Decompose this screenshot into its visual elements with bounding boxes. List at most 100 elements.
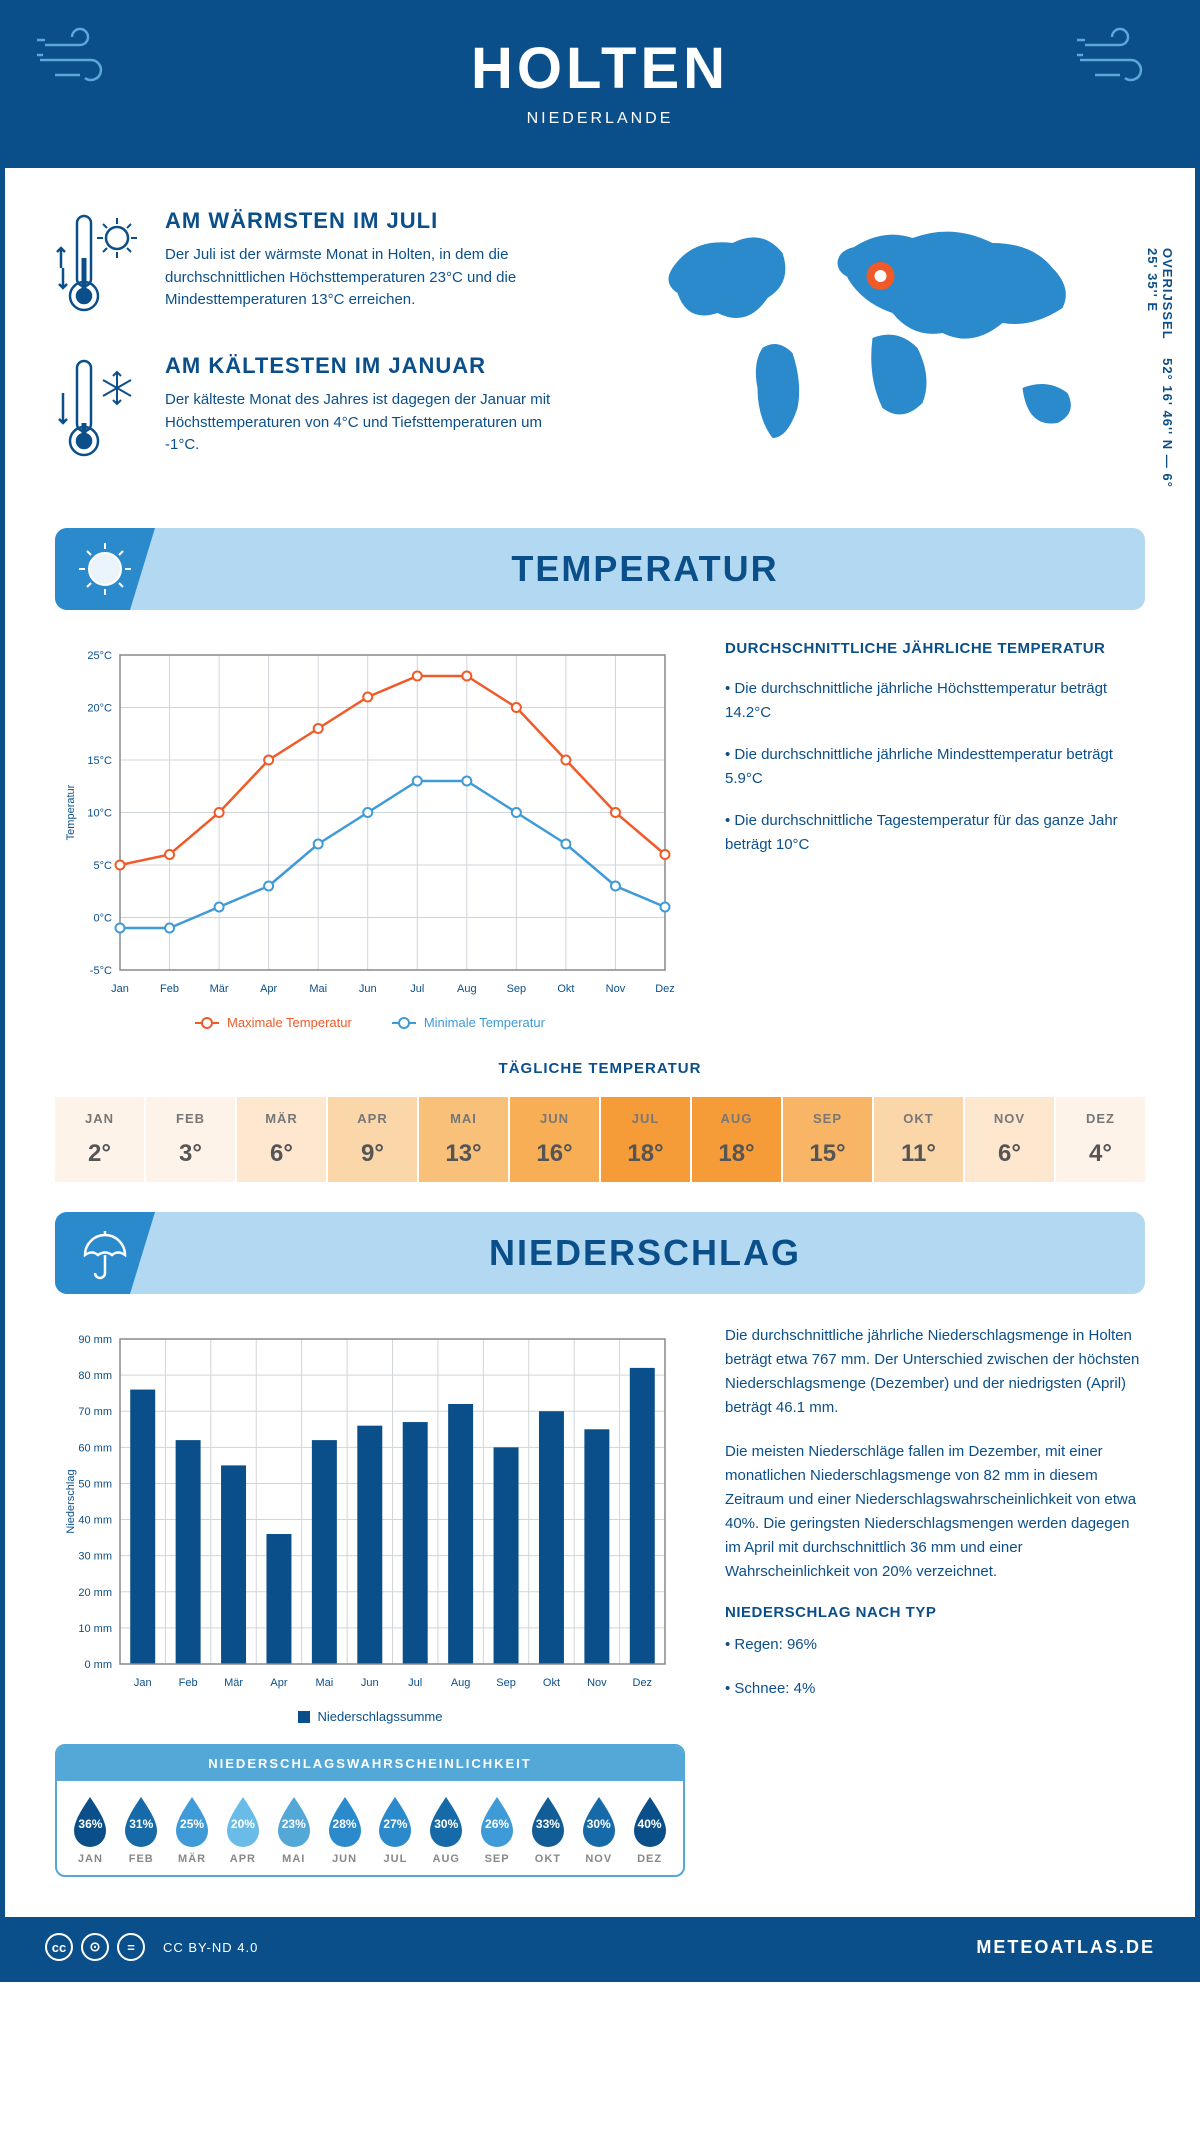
svg-text:Temperatur: Temperatur	[65, 784, 77, 840]
probability-drop: 27%JUL	[370, 1795, 421, 1865]
thermometer-snow-icon	[55, 353, 145, 468]
svg-text:0 mm: 0 mm	[85, 1659, 113, 1671]
precipitation-sidebar: Die durchschnittliche jährliche Niedersc…	[725, 1324, 1145, 1877]
daily-temp-cell: DEZ4°	[1056, 1097, 1145, 1182]
probability-drop: 28%JUN	[319, 1795, 370, 1865]
svg-text:Okt: Okt	[543, 1677, 560, 1689]
warmest-title: AM WÄRMSTEN IM JULI	[165, 208, 580, 234]
probability-drop: 33%OKT	[522, 1795, 573, 1865]
temperature-sidebar: DURCHSCHNITTLICHE JÄHRLICHE TEMPERATUR •…	[725, 640, 1145, 1030]
warmest-text: Der Juli ist der wärmste Monat in Holten…	[165, 244, 580, 312]
daily-temp-cell: NOV6°	[965, 1097, 1054, 1182]
svg-text:Jan: Jan	[111, 983, 129, 995]
svg-text:Nov: Nov	[606, 983, 626, 995]
chart-legend: Maximale Temperatur Minimale Temperatur	[55, 1015, 685, 1030]
daily-temp-grid: JAN2°FEB3°MÄR6°APR9°MAI13°JUN16°JUL18°AU…	[55, 1097, 1145, 1182]
svg-text:Nov: Nov	[587, 1677, 607, 1689]
svg-text:Mai: Mai	[316, 1677, 334, 1689]
umbrella-icon	[55, 1212, 155, 1294]
probability-drop: 30%AUG	[421, 1795, 472, 1865]
probability-drop: 23%MAI	[268, 1795, 319, 1865]
svg-text:Aug: Aug	[451, 1677, 471, 1689]
daily-temp-cell: AUG18°	[692, 1097, 781, 1182]
probability-drop: 30%NOV	[573, 1795, 624, 1865]
svg-text:Feb: Feb	[179, 1677, 198, 1689]
svg-text:50 mm: 50 mm	[78, 1478, 112, 1490]
svg-text:Mär: Mär	[210, 983, 229, 995]
svg-text:0°C: 0°C	[94, 913, 113, 925]
daily-temp-title: TÄGLICHE TEMPERATUR	[55, 1060, 1145, 1077]
warmest-block: AM WÄRMSTEN IM JULI Der Juli ist der wär…	[55, 208, 580, 323]
svg-text:Okt: Okt	[557, 983, 574, 995]
svg-text:Sep: Sep	[507, 983, 527, 995]
country-subtitle: NIEDERLANDE	[25, 110, 1175, 128]
probability-drop: 20%APR	[217, 1795, 268, 1865]
thermometer-sun-icon	[55, 208, 145, 323]
content: AM WÄRMSTEN IM JULI Der Juli ist der wär…	[5, 168, 1195, 1917]
svg-text:Jul: Jul	[408, 1677, 422, 1689]
coldest-block: AM KÄLTESTEN IM JANUAR Der kälteste Mona…	[55, 353, 580, 468]
svg-text:90 mm: 90 mm	[78, 1334, 112, 1346]
svg-text:80 mm: 80 mm	[78, 1370, 112, 1382]
svg-text:25°C: 25°C	[87, 650, 112, 662]
intro-row: AM WÄRMSTEN IM JULI Der Juli ist der wär…	[55, 208, 1145, 498]
svg-text:Feb: Feb	[160, 983, 179, 995]
svg-text:Jan: Jan	[134, 1677, 152, 1689]
svg-text:Jul: Jul	[410, 983, 424, 995]
svg-text:20°C: 20°C	[87, 703, 112, 715]
bar-legend: Niederschlagssumme	[55, 1709, 685, 1724]
daily-temp-cell: SEP15°	[783, 1097, 872, 1182]
coldest-title: AM KÄLTESTEN IM JANUAR	[165, 353, 580, 379]
precipitation-banner: NIEDERSCHLAG	[55, 1212, 1145, 1294]
svg-text:Aug: Aug	[457, 983, 477, 995]
temperature-banner: TEMPERATUR	[55, 528, 1145, 610]
svg-text:Mai: Mai	[309, 983, 327, 995]
probability-drop: 31%FEB	[116, 1795, 167, 1865]
probability-box: NIEDERSCHLAGSWAHRSCHEINLICHKEIT 36%JAN31…	[55, 1744, 685, 1877]
section-title: TEMPERATUR	[175, 548, 1115, 590]
daily-temp-cell: MAI13°	[419, 1097, 508, 1182]
world-map	[620, 208, 1145, 468]
probability-drop: 25%MÄR	[167, 1795, 218, 1865]
svg-text:-5°C: -5°C	[90, 965, 112, 977]
svg-text:10 mm: 10 mm	[78, 1623, 112, 1635]
section-title: NIEDERSCHLAG	[175, 1232, 1115, 1274]
wind-icon	[1075, 25, 1165, 100]
city-title: HOLTEN	[25, 35, 1175, 102]
daily-temp-cell: JAN2°	[55, 1097, 144, 1182]
svg-text:Sep: Sep	[496, 1677, 516, 1689]
svg-text:70 mm: 70 mm	[78, 1406, 112, 1418]
coordinates: OVERIJSSEL 52° 16' 46'' N — 6° 25' 35'' …	[1145, 248, 1175, 498]
daily-temp-cell: JUN16°	[510, 1097, 599, 1182]
daily-temp-cell: JUL18°	[601, 1097, 690, 1182]
svg-text:30 mm: 30 mm	[78, 1551, 112, 1563]
svg-text:Mär: Mär	[224, 1677, 243, 1689]
svg-text:Apr: Apr	[270, 1677, 287, 1689]
sun-icon	[55, 528, 155, 610]
svg-text:Apr: Apr	[260, 983, 277, 995]
cc-license: cc ⊙ = CC BY-ND 4.0	[45, 1933, 258, 1961]
svg-text:15°C: 15°C	[87, 755, 112, 767]
svg-text:20 mm: 20 mm	[78, 1587, 112, 1599]
daily-temp-cell: MÄR6°	[237, 1097, 326, 1182]
temperature-line-chart: -5°C0°C5°C10°C15°C20°C25°CJanFebMärAprMa…	[55, 640, 685, 1030]
probability-drop: 36%JAN	[65, 1795, 116, 1865]
infographic-page: HOLTEN NIEDERLANDE	[0, 0, 1200, 1982]
daily-temp-cell: APR9°	[328, 1097, 417, 1182]
svg-text:40 mm: 40 mm	[78, 1515, 112, 1527]
svg-text:Dez: Dez	[655, 983, 675, 995]
coldest-text: Der kälteste Monat des Jahres ist dagege…	[165, 389, 580, 457]
precipitation-bar-chart: 0 mm 10 mm 20 mm 30 mm 40 mm 50 mm 60 mm 70 mm 8…	[55, 1324, 685, 1694]
svg-text:Niederschlag: Niederschlag	[65, 1469, 77, 1533]
probability-drop: 26%SEP	[472, 1795, 523, 1865]
header: HOLTEN NIEDERLANDE	[5, 5, 1195, 168]
svg-text:60 mm: 60 mm	[78, 1442, 112, 1454]
probability-drop: 40%DEZ	[624, 1795, 675, 1865]
brand: METEOATLAS.DE	[976, 1937, 1155, 1958]
footer: cc ⊙ = CC BY-ND 4.0 METEOATLAS.DE	[5, 1917, 1195, 1977]
daily-temp-cell: OKT11°	[874, 1097, 963, 1182]
svg-text:Dez: Dez	[633, 1677, 653, 1689]
daily-temp-cell: FEB3°	[146, 1097, 235, 1182]
svg-text:Jun: Jun	[359, 983, 377, 995]
svg-text:10°C: 10°C	[87, 808, 112, 820]
